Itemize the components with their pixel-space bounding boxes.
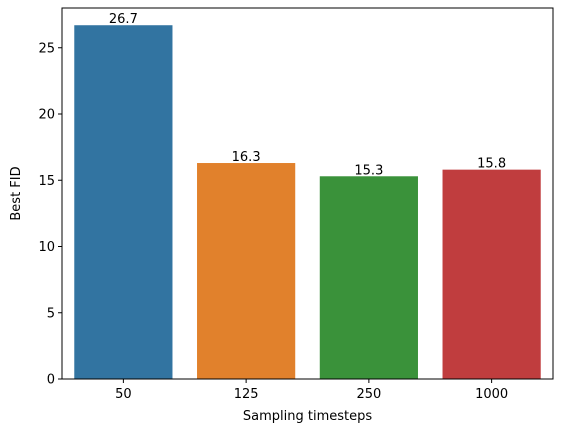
data-label-125: 16.3 <box>232 150 261 165</box>
y-axis-label: Best FID <box>9 166 24 220</box>
y-axis: 0 5 10 15 20 25 <box>38 41 62 388</box>
x-axis-label: Sampling timesteps <box>243 409 372 424</box>
bar-250 <box>319 176 418 379</box>
y-tick-label-25: 25 <box>38 41 55 56</box>
data-label-250: 15.3 <box>354 163 383 178</box>
x-tick-label-50: 50 <box>115 387 132 402</box>
y-tick-label-20: 20 <box>38 108 55 123</box>
bar-1000 <box>442 169 541 379</box>
x-tick-label-1000: 1000 <box>475 387 508 402</box>
x-tick-label-125: 125 <box>234 387 259 402</box>
bars-group <box>74 25 541 379</box>
y-tick-label-15: 15 <box>38 174 55 189</box>
y-tick-label-5: 5 <box>47 306 55 321</box>
data-label-50: 26.7 <box>109 12 138 27</box>
y-tick-label-10: 10 <box>38 240 55 255</box>
x-axis: 50 125 250 1000 <box>115 379 508 402</box>
bar-125 <box>197 163 296 379</box>
x-tick-label-250: 250 <box>356 387 381 402</box>
bar-50 <box>74 25 173 379</box>
data-labels-group: 26.7 16.3 15.3 15.8 <box>109 12 506 178</box>
data-label-1000: 15.8 <box>477 157 506 172</box>
plot-frame <box>61 7 554 380</box>
y-tick-label-0: 0 <box>47 373 55 388</box>
